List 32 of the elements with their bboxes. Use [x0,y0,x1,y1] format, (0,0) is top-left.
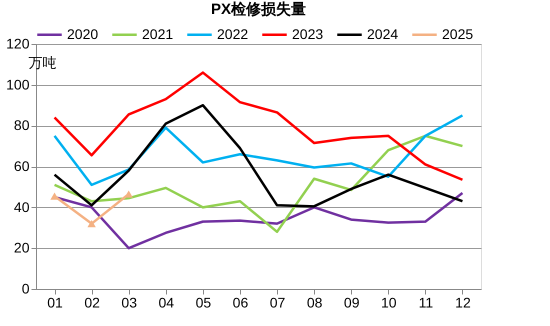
y-axis-title: 万吨 [28,54,56,70]
x-tick-label: 05 [196,294,212,310]
x-tick-label: 08 [306,294,323,310]
legend-label: 2024 [367,26,398,42]
x-tick-label: 03 [121,294,138,310]
y-tick-label: 40 [14,198,30,215]
x-tick-label: 10 [381,294,397,310]
x-tick-label: 12 [455,294,471,310]
x-tick-label: 09 [344,294,360,310]
line-series [53,134,464,234]
line-series [53,104,464,208]
legend-label: 2025 [442,26,474,42]
y-tick-label: 80 [14,117,30,134]
x-tick-label: 02 [84,294,100,310]
x-tick-label: 01 [47,294,64,310]
x-tick-label: 07 [270,294,286,310]
x-tick-label: 06 [232,294,248,310]
chart-title: PX检修损失量 [210,1,306,18]
y-tick-label: 0 [22,280,30,296]
y-tick-label: 20 [14,240,30,256]
legend-label: 2022 [217,26,248,42]
legend-label: 2021 [142,26,174,42]
legend-label: 2020 [67,26,98,42]
y-tick-label: 60 [14,158,30,174]
line-series [53,114,464,186]
point [87,220,96,228]
line-series [53,71,464,182]
legend-label: 2023 [292,26,324,42]
y-tick-label: 100 [6,76,30,92]
x-tick-label: 11 [418,294,434,310]
x-tick-label: 04 [158,294,174,310]
y-tick-label: 120 [6,36,30,52]
